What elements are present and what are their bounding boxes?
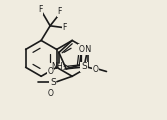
Text: N: N <box>85 45 91 54</box>
Text: O: O <box>93 65 99 74</box>
Text: O: O <box>48 89 53 98</box>
Text: F: F <box>63 23 67 32</box>
Text: F: F <box>38 5 43 14</box>
Text: O: O <box>79 45 85 54</box>
Text: NH$_2$: NH$_2$ <box>51 60 67 73</box>
Text: S: S <box>50 78 56 87</box>
Text: F: F <box>58 7 62 16</box>
Text: S: S <box>81 62 87 71</box>
Text: O: O <box>48 67 53 76</box>
